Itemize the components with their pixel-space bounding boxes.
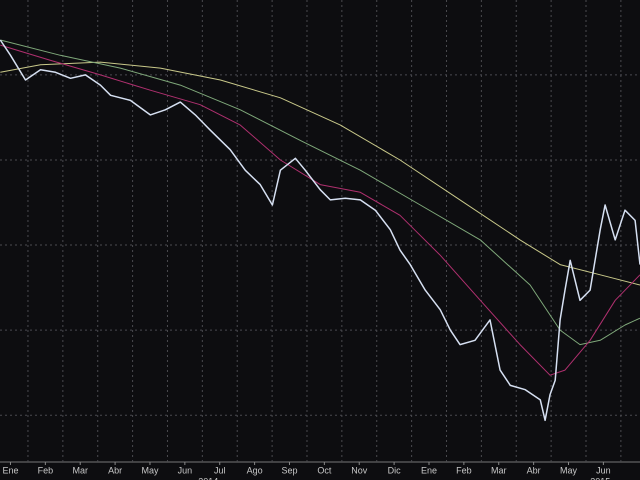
x-tick-label: Feb [38, 465, 54, 475]
series-line [0, 61, 640, 286]
x-year-label: 2014 [198, 476, 218, 480]
x-tick-label: Abr [527, 465, 541, 475]
x-year-label: 2015 [590, 476, 610, 480]
x-tick-label: Jun [596, 465, 611, 475]
x-tick-label: Ene [2, 465, 18, 475]
series-line [0, 39, 640, 422]
x-tick-label: May [560, 465, 578, 475]
x-tick-label: Dic [388, 465, 401, 475]
series-line [0, 44, 640, 376]
x-tick-label: May [141, 465, 159, 475]
x-tick-label: Ene [421, 465, 437, 475]
x-tick-label: Ago [247, 465, 263, 475]
x-tick-label: Mar [72, 465, 88, 475]
x-tick-label: Sep [281, 465, 297, 475]
x-tick-label: Abr [108, 465, 122, 475]
x-tick-label: Jun [178, 465, 193, 475]
x-tick-label: Mar [491, 465, 507, 475]
x-tick-label: Jul [214, 465, 226, 475]
x-tick-label: Nov [351, 465, 368, 475]
x-tick-label: Oct [317, 465, 332, 475]
x-tick-label: Feb [456, 465, 472, 475]
series-line [0, 39, 640, 346]
